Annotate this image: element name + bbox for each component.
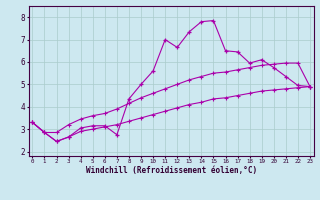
X-axis label: Windchill (Refroidissement éolien,°C): Windchill (Refroidissement éolien,°C) bbox=[86, 166, 257, 175]
